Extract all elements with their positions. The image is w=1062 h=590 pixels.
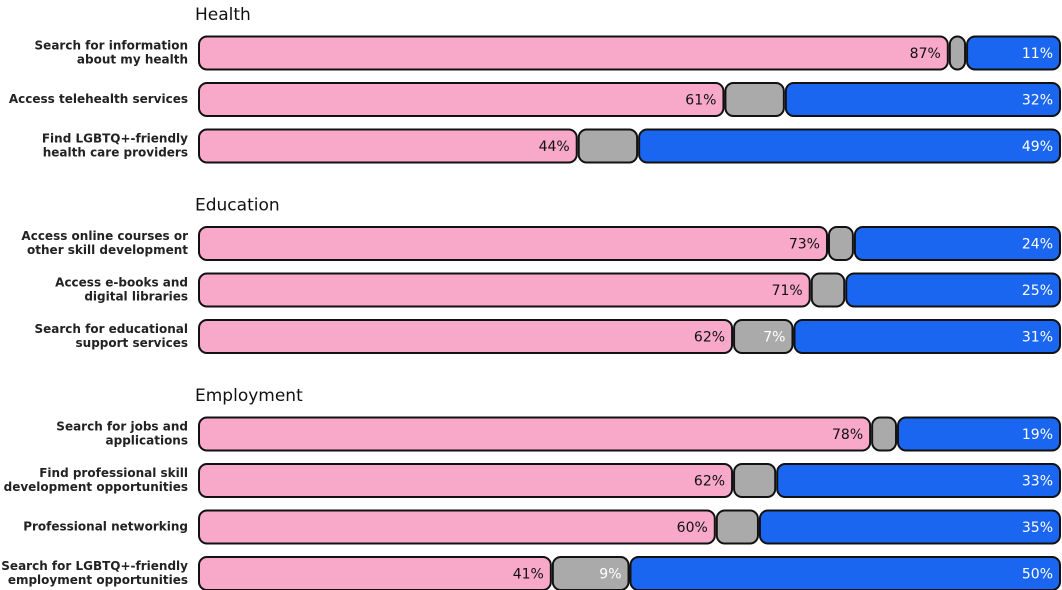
value-label: 71% xyxy=(772,283,803,299)
value-label: 78% xyxy=(832,427,863,443)
bar-segment xyxy=(758,509,1061,545)
bar-segment xyxy=(198,463,734,498)
bar-segment xyxy=(897,416,1062,452)
row-label: Search for information xyxy=(35,39,188,53)
value-label: 31% xyxy=(1022,330,1053,346)
row-label: about my health xyxy=(77,53,188,67)
value-label: 60% xyxy=(677,520,708,536)
bar-segment xyxy=(198,35,949,71)
value-label: 62% xyxy=(694,330,725,346)
bar-segment xyxy=(198,82,725,117)
value-label: 25% xyxy=(1022,283,1053,299)
value-label: 44% xyxy=(539,139,570,155)
row-label: Search for LGBTQ+-friendly xyxy=(1,559,188,573)
bar-segment xyxy=(638,128,1061,164)
row-label: Search for educational xyxy=(34,322,188,336)
value-label: 32% xyxy=(1022,93,1053,109)
value-label: 9% xyxy=(599,567,621,583)
bar-segment xyxy=(966,35,1062,71)
bar-segment xyxy=(948,35,967,71)
bar-segment xyxy=(198,226,828,261)
bar-segment xyxy=(715,509,759,545)
bar-segment xyxy=(845,272,1061,308)
value-label: 87% xyxy=(910,46,941,62)
bar-segment xyxy=(733,319,794,354)
bar-segment xyxy=(827,226,854,261)
value-label: 62% xyxy=(694,474,725,490)
row-label: development opportunities xyxy=(4,480,188,494)
row-label: Access e-books and xyxy=(55,276,188,290)
row-label: Find professional skill xyxy=(39,466,188,480)
bar-segment xyxy=(776,463,1062,498)
bar-segment xyxy=(793,319,1061,354)
value-label: 61% xyxy=(685,93,716,109)
row-label: employment opportunities xyxy=(8,573,188,587)
value-label: 73% xyxy=(789,237,820,253)
bar-segment xyxy=(733,463,777,498)
row-label: Professional networking xyxy=(23,520,188,534)
bar-segment xyxy=(871,416,898,452)
row-label: digital libraries xyxy=(84,290,188,304)
row-label: Search for jobs and xyxy=(56,420,188,434)
bar-segment xyxy=(629,556,1061,590)
bar-segment xyxy=(198,272,811,308)
row-label: support services xyxy=(76,336,188,350)
group-title: Health xyxy=(195,5,251,25)
row-label: Find LGBTQ+-friendly xyxy=(42,132,188,146)
row-label: health care providers xyxy=(43,146,188,160)
value-label: 41% xyxy=(513,567,544,583)
row-label: other skill development xyxy=(27,243,188,257)
bar-segment xyxy=(853,226,1061,261)
bar-segment xyxy=(198,128,578,164)
value-label: 49% xyxy=(1022,139,1053,155)
bar-segment xyxy=(551,556,630,590)
bar-segment xyxy=(577,128,639,164)
value-label: 7% xyxy=(763,330,785,346)
row-label: Access telehealth services xyxy=(9,92,188,106)
bar-segment xyxy=(198,509,716,545)
value-label: 33% xyxy=(1022,474,1053,490)
bar-segment xyxy=(810,272,846,308)
row-label: applications xyxy=(106,434,189,448)
bar-segment xyxy=(198,416,872,452)
value-label: 50% xyxy=(1022,567,1053,583)
group-title: Employment xyxy=(195,386,303,406)
value-label: 35% xyxy=(1022,520,1053,536)
value-label: 11% xyxy=(1022,46,1053,62)
bar-segment xyxy=(724,82,785,117)
bar-segment xyxy=(198,556,552,590)
bar-segment xyxy=(198,319,734,354)
value-label: 19% xyxy=(1022,427,1053,443)
value-label: 24% xyxy=(1022,237,1053,253)
group-title: Education xyxy=(195,196,280,216)
bar-segment xyxy=(784,82,1062,117)
row-label: Access online courses or xyxy=(21,229,188,243)
